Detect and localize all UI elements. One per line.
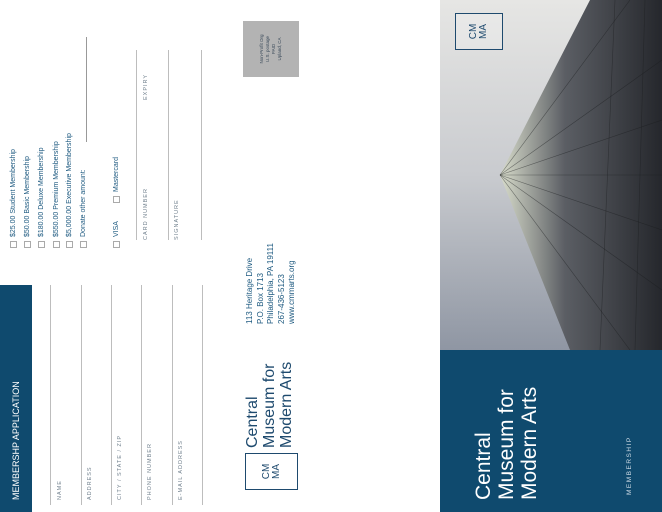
option-executive[interactable]: $5,000.00 Executive Membership [65,133,75,248]
checkbox[interactable] [23,241,31,248]
return-address: 113 Heritage Drive P.O. Box 1713 Philade… [245,243,298,324]
checkbox[interactable] [112,196,120,203]
logo-text: MA [478,24,489,39]
address-label: ADDRESS [87,466,93,500]
address-line: P.O. Box 1713 [255,273,265,324]
logo-text: MA [270,464,282,479]
checkbox[interactable] [112,241,120,248]
website-link[interactable]: www.cmmarts.org [287,260,296,324]
title-line: Central [472,432,495,500]
cmma-logo: CM MA [245,453,298,490]
checkbox[interactable] [37,241,45,248]
option-deluxe[interactable]: $180.00 Deluxe Membership [37,147,47,248]
checkbox[interactable] [65,241,73,248]
title-line: Modern Arts [278,361,295,448]
payment-visa[interactable]: VISA [112,221,122,248]
checkbox[interactable] [52,241,60,248]
option-label: Mastercard [113,156,120,192]
address-line: Philadelphia, PA 19111 [266,243,275,324]
payment-mastercard[interactable]: Mastercard [112,157,122,203]
cover-subtitle: MEMBERSHIP [626,436,633,495]
option-basic[interactable]: $50.00 Basic Membership [23,156,33,248]
title-line: Modern Arts [518,386,541,500]
email-label: E-MAIL ADDRESS [178,440,184,500]
bottom-line-right [201,50,202,240]
address-line[interactable] [81,285,82,505]
signature-label: SIGNATURE [174,199,180,240]
option-donate[interactable]: Donate other amount: [79,169,89,248]
option-label: VISA [113,221,120,237]
option-label: $180.00 Deluxe Membership [38,147,45,238]
building-photo [440,0,662,350]
option-premium[interactable]: $550.00 Premium Membership [52,141,62,248]
title-line: Museum for [495,389,518,500]
card-number-label: CARD NUMBER [143,188,149,240]
expiry-label: EXPIRY [143,73,149,100]
email-line[interactable] [172,285,173,505]
option-label: $5,000.00 Executive Membership [66,133,73,237]
option-label: $50.00 Basic Membership [24,156,31,237]
phone-label: PHONE NUMBER [147,443,153,500]
title-line: Museum for [261,363,278,448]
membership-application-header: MEMBERSHP APPLICATION [0,285,32,512]
cover-logo: CM MA [455,13,503,50]
option-label: Donate other amount: [80,169,87,237]
address-line: 113 Heritage Drive [245,257,254,324]
signature-line[interactable] [168,50,169,240]
title-line: Central [244,396,261,448]
facade-grid [499,0,662,350]
option-label: $25.00 Student Membership [10,149,17,237]
donate-amount-line[interactable] [86,37,87,142]
city-label: CITY / STATE / ZIP [117,434,123,500]
phone-text: 267-436-5123 [276,274,286,324]
museum-name: Central Museum for Modern Arts [244,362,295,448]
city-line[interactable] [111,285,112,505]
name-line[interactable] [50,285,51,505]
stamp-text: Upland, CA [277,37,282,61]
option-label: $550.00 Premium Membership [53,141,60,237]
name-label: NAME [57,480,63,500]
checkbox[interactable] [79,241,87,248]
bottom-line [202,285,203,505]
logo-text: CM [260,463,272,480]
postage-stamp: Non-Profit Org U.S. postage PAID Upland,… [243,21,299,77]
cover-title: Central Museum for Modern Arts [472,387,541,500]
option-student[interactable]: $25.00 Student Membership [9,149,19,248]
phone-line[interactable] [141,285,142,505]
checkbox[interactable] [9,241,17,248]
card-number-line[interactable] [136,50,137,240]
